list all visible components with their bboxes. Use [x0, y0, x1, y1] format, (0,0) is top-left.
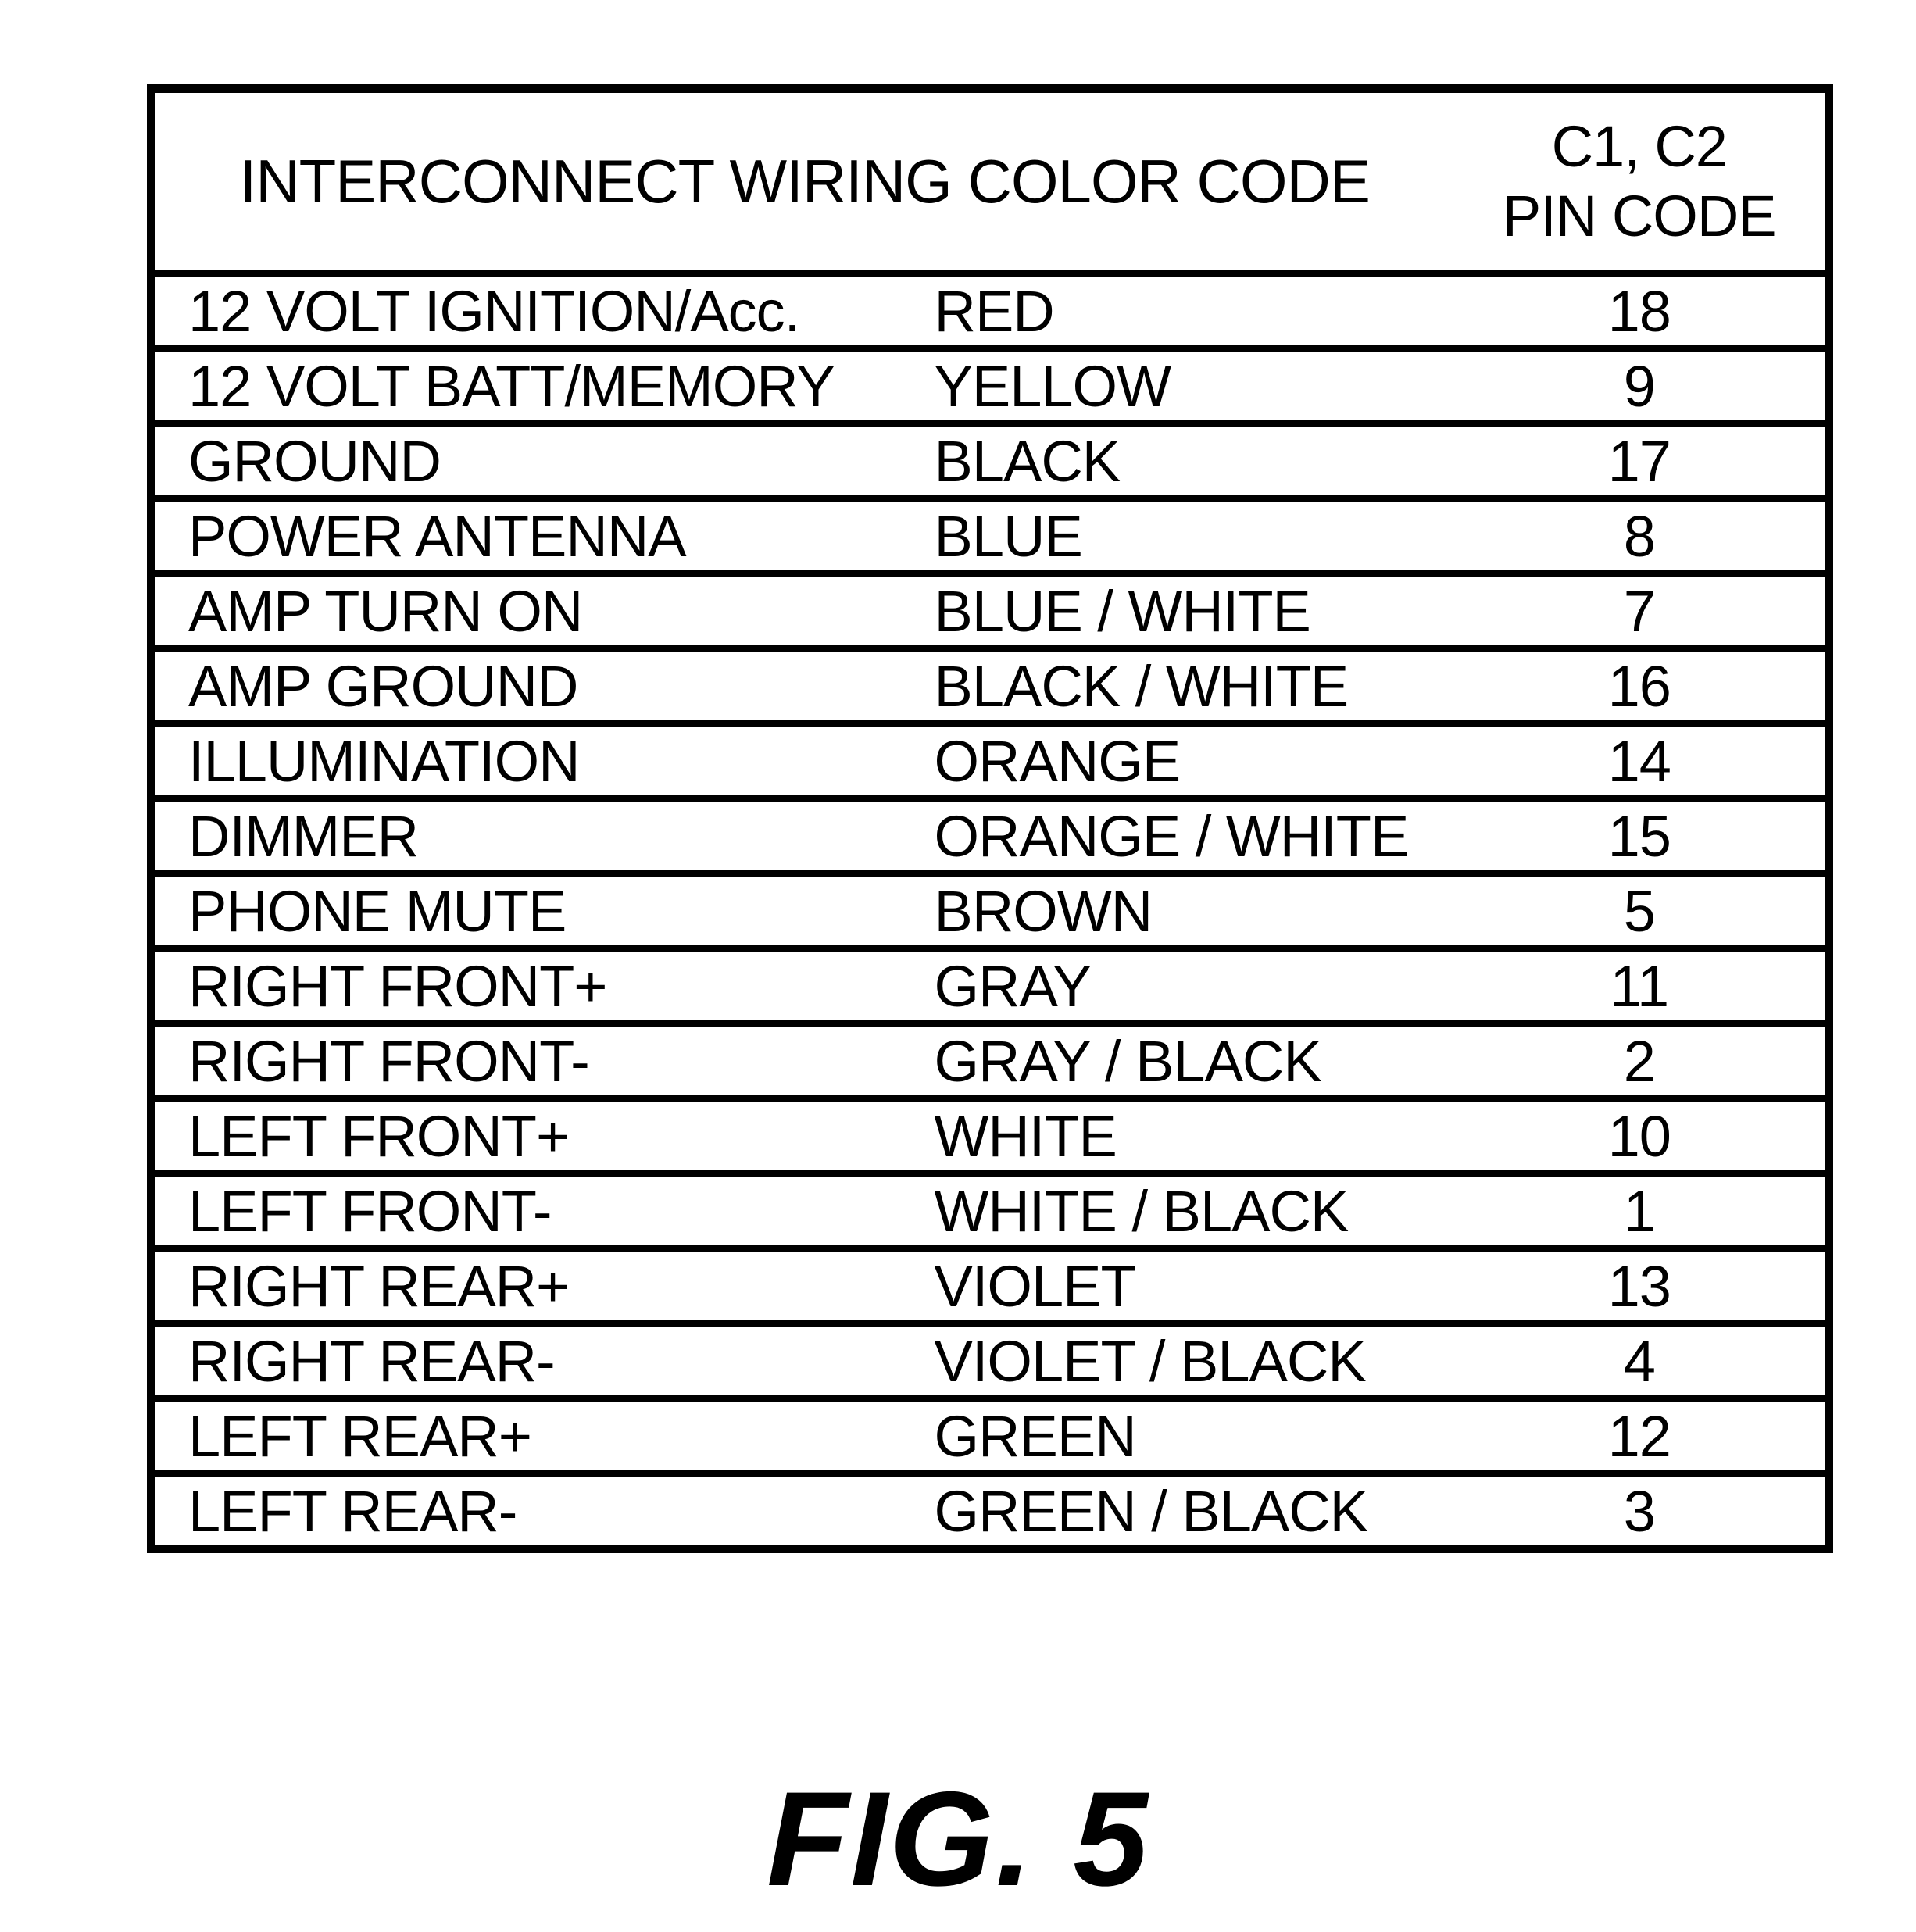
signal-name-cell: RIGHT FRONT+ — [151, 945, 935, 1024]
wire-color-cell: VIOLET / BLACK — [934, 1320, 1454, 1399]
figure-caption: FIG. 5 — [767, 1764, 1149, 1914]
pin-code-cell: 13 — [1453, 1245, 1829, 1324]
table-row: AMP TURN ON BLUE / WHITE 7 — [151, 570, 1829, 649]
table-header-row: INTERCONNECT WIRING COLOR CODE C1, C2 PI… — [152, 89, 1829, 274]
table-row: POWER ANTENNA BLUE 8 — [151, 495, 1829, 574]
signal-name-cell: RIGHT REAR+ — [151, 1245, 935, 1324]
wire-color-cell: VIOLET — [934, 1245, 1454, 1324]
table-row: LEFT REAR+ GREEN 12 — [151, 1395, 1829, 1474]
signal-name-cell: LEFT FRONT- — [151, 1170, 935, 1249]
pin-code-cell: 1 — [1453, 1170, 1829, 1249]
signal-name-cell: AMP GROUND — [151, 645, 935, 724]
signal-name-cell: RIGHT REAR- — [151, 1320, 935, 1399]
table-row: RIGHT REAR+ VIOLET 13 — [151, 1245, 1829, 1324]
signal-name-cell: LEFT REAR+ — [151, 1395, 935, 1474]
signal-name-cell: RIGHT FRONT- — [151, 1020, 935, 1099]
signal-name-cell: DIMMER — [151, 795, 935, 874]
wire-color-cell: BROWN — [934, 870, 1454, 949]
signal-name-cell: AMP TURN ON — [151, 570, 935, 649]
table-row: RIGHT FRONT- GRAY / BLACK 2 — [151, 1020, 1829, 1099]
signal-name-cell: GROUND — [151, 420, 935, 499]
table-row: LEFT FRONT+ WHITE 10 — [151, 1095, 1829, 1174]
wire-color-cell: ORANGE / WHITE — [934, 795, 1454, 874]
wire-color-cell: RED — [934, 270, 1454, 349]
wire-color-cell: WHITE / BLACK — [934, 1170, 1454, 1249]
pin-code-cell: 7 — [1453, 570, 1829, 649]
wiring-color-code-table: INTERCONNECT WIRING COLOR CODE C1, C2 PI… — [147, 84, 1834, 1553]
pin-code-cell: 12 — [1453, 1395, 1829, 1474]
table-row: RIGHT FRONT+ GRAY 11 — [151, 945, 1829, 1024]
pin-code-cell: 18 — [1453, 270, 1829, 349]
pin-code-cell: 4 — [1453, 1320, 1829, 1399]
table-row: ILLUMINATION ORANGE 14 — [151, 720, 1829, 799]
header-pin-code-line2: PIN CODE — [1502, 183, 1777, 248]
wire-color-cell: BLUE / WHITE — [934, 570, 1454, 649]
table-row: 12 VOLT BATT/MEMORY YELLOW 9 — [151, 345, 1829, 424]
signal-name-cell: PHONE MUTE — [151, 870, 935, 949]
header-pin-code-line1: C1, C2 — [1551, 113, 1728, 179]
wire-color-cell: BLACK / WHITE — [934, 645, 1454, 724]
pin-code-cell: 3 — [1453, 1470, 1829, 1549]
pin-code-cell: 17 — [1453, 420, 1829, 499]
wire-color-cell: GREEN — [934, 1395, 1454, 1474]
table-row: PHONE MUTE BROWN 5 — [151, 870, 1829, 949]
pin-code-cell: 16 — [1453, 645, 1829, 724]
table-row: DIMMER ORANGE / WHITE 15 — [151, 795, 1829, 874]
signal-name-cell: ILLUMINATION — [151, 720, 935, 799]
header-interconnect-wiring-color-code: INTERCONNECT WIRING COLOR CODE — [239, 147, 1371, 216]
pin-code-cell: 2 — [1453, 1020, 1829, 1099]
table-row: LEFT REAR- GREEN / BLACK 3 — [151, 1470, 1829, 1549]
wire-color-cell: GRAY — [934, 945, 1454, 1024]
table-row: LEFT FRONT- WHITE / BLACK 1 — [151, 1170, 1829, 1249]
wire-color-cell: BLACK — [934, 420, 1454, 499]
wire-color-cell: BLUE — [934, 495, 1454, 574]
signal-name-cell: LEFT REAR- — [151, 1470, 935, 1549]
table-row: AMP GROUND BLACK / WHITE 16 — [151, 645, 1829, 724]
pin-code-cell: 11 — [1453, 945, 1829, 1024]
signal-name-cell: 12 VOLT BATT/MEMORY — [151, 345, 935, 424]
pin-code-cell: 9 — [1453, 345, 1829, 424]
pin-code-cell: 5 — [1453, 870, 1829, 949]
signal-name-cell: 12 VOLT IGNITION/Acc. — [151, 270, 935, 349]
pin-code-cell: 14 — [1453, 720, 1829, 799]
signal-name-cell: LEFT FRONT+ — [151, 1095, 935, 1174]
wire-color-cell: YELLOW — [934, 345, 1454, 424]
pin-code-cell: 8 — [1453, 495, 1829, 574]
wire-color-cell: ORANGE — [934, 720, 1454, 799]
pin-code-cell: 15 — [1453, 795, 1829, 874]
table-row: 12 VOLT IGNITION/Acc. RED 18 — [151, 270, 1829, 349]
signal-name-cell: POWER ANTENNA — [151, 495, 935, 574]
wire-color-cell: GREEN / BLACK — [934, 1470, 1454, 1549]
pin-code-cell: 10 — [1453, 1095, 1829, 1174]
wire-color-cell: WHITE — [934, 1095, 1454, 1174]
table-row: GROUND BLACK 17 — [151, 420, 1829, 499]
header-pin-code: C1, C2 PIN CODE — [1454, 89, 1829, 274]
wire-color-cell: GRAY / BLACK — [934, 1020, 1454, 1099]
table-body: INTERCONNECT WIRING COLOR CODE C1, C2 PI… — [151, 89, 1829, 1549]
table-row: RIGHT REAR- VIOLET / BLACK 4 — [151, 1320, 1829, 1399]
